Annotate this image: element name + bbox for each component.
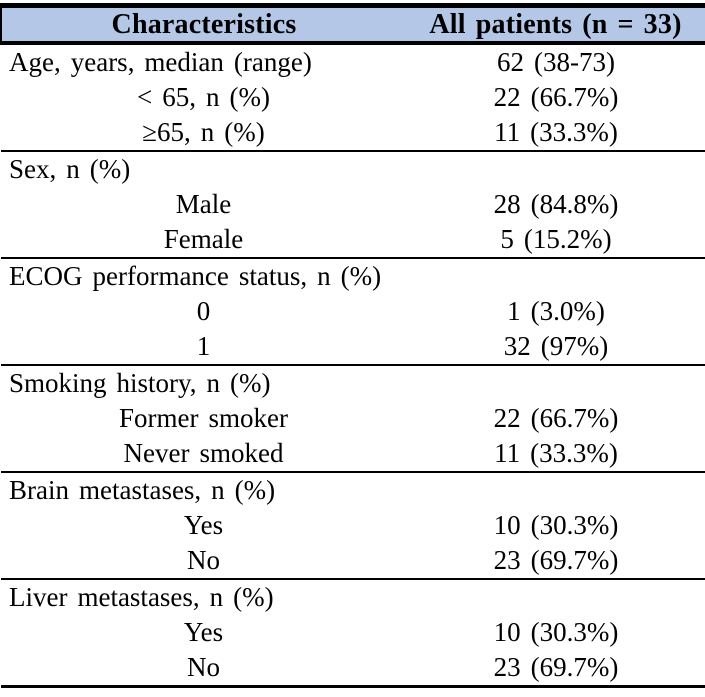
column-header-all-patients: All patients (n = 33)	[406, 3, 705, 45]
row-label-cell: No	[187, 545, 220, 575]
row-label-cell: Liver metastases, n (%)	[9, 582, 274, 612]
row-value-cell: 32 (97%)	[503, 331, 609, 361]
row-label-cell: Yes	[183, 510, 224, 540]
row-value-cell: 23 (69.7%)	[493, 652, 619, 682]
row-label-cell: Never smoked	[123, 438, 284, 468]
row-label-cell: Brain metastases, n (%)	[9, 475, 276, 505]
row-label-cell: Age, years, median (range)	[9, 47, 312, 77]
row-value-cell: 5 (15.2%)	[500, 224, 612, 254]
row-label-cell: 1	[196, 331, 211, 361]
row-label-cell: Male	[175, 189, 232, 219]
table-row: < 65, n (%) 22 (66.7%)	[1, 80, 705, 115]
row-value-cell: 10 (30.3%)	[493, 617, 619, 647]
table-row: Yes 10 (30.3%)	[1, 615, 705, 650]
section-liver-metastases: Liver metastases, n (%) Yes 10 (30.3%) N…	[1, 579, 705, 687]
table-row: Brain metastases, n (%)	[1, 472, 705, 508]
header-row: Characteristics All patients (n = 33)	[0, 3, 705, 45]
row-label-cell: Yes	[183, 617, 224, 647]
table-row: Liver metastases, n (%)	[1, 579, 705, 615]
row-value-cell: 10 (30.3%)	[493, 510, 619, 540]
row-value-cell	[406, 151, 705, 187]
row-label-cell: ECOG performance status, n (%)	[9, 261, 382, 291]
row-value-cell: 28 (84.8%)	[493, 189, 619, 219]
table-row: Male 28 (84.8%)	[1, 187, 705, 222]
patient-characteristics-table: Characteristics All patients (n = 33) Ag…	[0, 3, 705, 688]
table-row: Sex, n (%)	[1, 151, 705, 187]
table-row: Smoking history, n (%)	[1, 365, 705, 401]
row-value-cell: 11 (33.3%)	[494, 117, 618, 147]
section-ecog: ECOG performance status, n (%) 0 1 (3.0%…	[1, 258, 705, 365]
row-label-cell: < 65, n (%)	[137, 82, 270, 112]
row-value-cell: 11 (33.3%)	[494, 438, 618, 468]
section-smoking: Smoking history, n (%) Former smoker 22 …	[1, 365, 705, 472]
column-header-characteristics: Characteristics	[0, 3, 406, 45]
row-value-cell	[406, 365, 705, 401]
table-row: ≥65, n (%) 11 (33.3%)	[1, 115, 705, 151]
row-label-cell: Smoking history, n (%)	[9, 368, 271, 398]
table-row: Never smoked 11 (33.3%)	[1, 436, 705, 472]
row-value-cell: 1 (3.0%)	[507, 296, 605, 326]
row-value-cell: 23 (69.7%)	[493, 545, 619, 575]
table-header: Characteristics All patients (n = 33)	[0, 3, 705, 45]
row-value-cell: 22 (66.7%)	[493, 403, 619, 433]
table-row: 0 1 (3.0%)	[1, 294, 705, 329]
row-value-cell	[406, 472, 705, 508]
table-row: Former smoker 22 (66.7%)	[1, 401, 705, 436]
table-row: No 23 (69.7%)	[1, 543, 705, 579]
section-sex: Sex, n (%) Male 28 (84.8%) Female 5 (15.…	[1, 151, 705, 258]
row-value-cell: 62 (38-73)	[497, 47, 615, 77]
table-row: Age, years, median (range) 62 (38-73)	[1, 43, 705, 80]
section-brain-metastases: Brain metastases, n (%) Yes 10 (30.3%) N…	[1, 472, 705, 579]
table-row: 1 32 (97%)	[1, 329, 705, 365]
row-value-cell: 22 (66.7%)	[493, 82, 619, 112]
row-value-cell	[406, 579, 705, 615]
table-row: ECOG performance status, n (%)	[1, 258, 705, 294]
row-label-cell: 0	[196, 296, 211, 326]
section-age: Age, years, median (range) 62 (38-73) < …	[1, 43, 705, 151]
row-label-cell: No	[187, 652, 220, 682]
table-row: No 23 (69.7%)	[1, 650, 705, 687]
row-label-cell: Female	[163, 224, 244, 254]
row-label-cell: Sex, n (%)	[9, 154, 131, 184]
row-value-cell	[406, 258, 705, 294]
row-label-cell: Former smoker	[119, 403, 288, 433]
row-label-cell: ≥65, n (%)	[142, 117, 265, 147]
table-row: Yes 10 (30.3%)	[1, 508, 705, 543]
table-row: Female 5 (15.2%)	[1, 222, 705, 258]
